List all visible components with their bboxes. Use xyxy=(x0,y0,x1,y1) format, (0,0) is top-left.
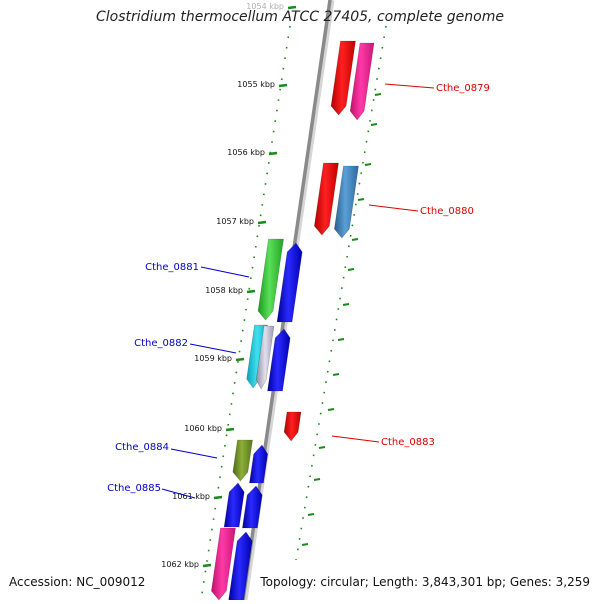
label-leader-line xyxy=(200,266,250,278)
minor-tick-mark xyxy=(307,513,315,516)
kbp-tick-label: 1058 kbp xyxy=(205,286,243,295)
map-title: Clostridium thermocellum ATCC 27405, com… xyxy=(96,9,504,25)
minor-tick-mark xyxy=(318,446,326,449)
kbp-tick-label: 1062 kbp xyxy=(161,560,199,569)
gene-arrow-cthe-0879-partner xyxy=(349,42,375,121)
minor-tick-mark xyxy=(301,543,309,546)
kbp-tick-mark xyxy=(225,427,235,432)
gene-label[interactable]: Cthe_0882 xyxy=(134,338,188,349)
label-leader-line xyxy=(368,204,419,212)
gene-label[interactable]: Cthe_0885 xyxy=(107,483,161,494)
gene-arrow-cthe-0882-grey xyxy=(255,325,275,390)
accession-text: Accession: NC_009012 xyxy=(9,575,146,589)
kbp-tick-label: 1055 kbp xyxy=(237,80,275,89)
label-leader-line xyxy=(170,448,218,459)
label-leader-line xyxy=(331,435,380,443)
minor-tick-mark xyxy=(332,373,340,376)
label-leader-line xyxy=(161,488,196,499)
gene-arrow-cthe-0884-partner xyxy=(249,444,269,484)
minor-tick-mark xyxy=(313,478,321,481)
label-leader-line xyxy=(384,83,435,89)
gene-arrow-cthe-0880-partner xyxy=(334,165,359,239)
minor-tick-mark xyxy=(347,268,355,271)
gene-arrow-cthe-0882-partner xyxy=(267,328,291,392)
minor-tick-mark xyxy=(337,338,345,341)
gene-arrow-cthe-0881 xyxy=(257,238,284,321)
gene-arrow-cthe-0883 xyxy=(283,411,302,442)
minor-tick-mark xyxy=(327,408,335,411)
kbp-tick-label: 1060 kbp xyxy=(184,424,222,433)
minor-tick-mark xyxy=(364,163,372,166)
minor-tick-mark xyxy=(351,238,359,241)
label-leader-line xyxy=(189,343,237,354)
gene-arrow-cthe-0885-partner xyxy=(242,485,263,529)
kbp-tick-label: 1056 kbp xyxy=(227,148,265,157)
minor-tick-mark xyxy=(342,303,350,306)
gene-label[interactable]: Cthe_0879 xyxy=(436,83,490,94)
minor-tick-mark xyxy=(374,93,382,96)
kbp-tick-mark xyxy=(235,357,245,362)
gene-label[interactable]: Cthe_0880 xyxy=(420,206,474,217)
gene-features xyxy=(211,40,375,601)
kbp-tick-label: 1057 kbp xyxy=(216,217,254,226)
kbp-tick-mark xyxy=(278,83,288,88)
kbp-tick-label: 1054 kbp xyxy=(246,2,284,11)
gene-arrow-cthe-0880 xyxy=(314,162,339,236)
kbp-tick-mark xyxy=(268,151,278,156)
minor-tick-mark xyxy=(370,123,378,126)
minor-tick-mark xyxy=(357,198,365,201)
gene-labels: Cthe_0879 Cthe_0880 Cthe_0881 Cthe_0882 Cthe… xyxy=(107,83,490,499)
kbp-tick-mark xyxy=(213,495,223,500)
topology-text: Topology: circular; Length: 3,843,301 bp… xyxy=(260,575,590,589)
gene-arrow-bottom-pink xyxy=(211,527,236,601)
gene-arrow-cthe-0881-partner xyxy=(276,242,303,323)
reverse-strand-outline xyxy=(200,25,291,601)
gene-arrow-cthe-0884 xyxy=(232,439,253,482)
gene-label[interactable]: Cthe_0884 xyxy=(115,442,169,453)
kbp-tick-mark xyxy=(202,563,212,568)
gene-arrow-cthe-0885 xyxy=(223,482,245,528)
gene-arrow-cthe-0879 xyxy=(330,40,356,116)
kbp-tick-mark xyxy=(246,289,256,294)
gene-label[interactable]: Cthe_0883 xyxy=(381,437,435,448)
gene-label[interactable]: Cthe_0881 xyxy=(145,262,199,273)
kbp-tick-mark xyxy=(287,5,297,10)
kbp-tick-label: 1059 kbp xyxy=(194,354,232,363)
kbp-tick-mark xyxy=(257,220,267,225)
